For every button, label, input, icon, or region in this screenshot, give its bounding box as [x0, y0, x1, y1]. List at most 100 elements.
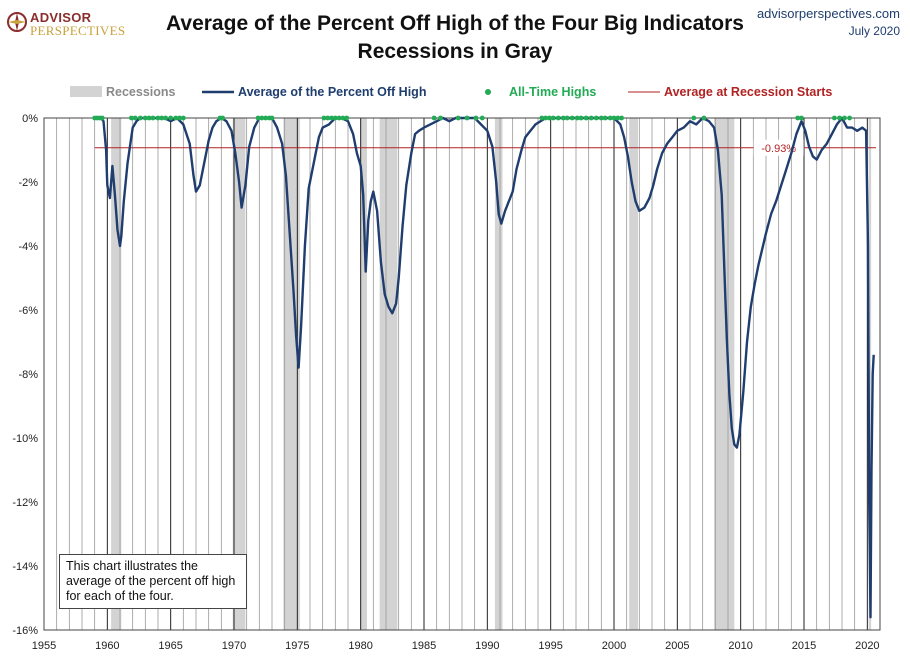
y-tick-label: -14% [12, 561, 38, 573]
brand-logo: ADVISOR PERSPECTIVES [4, 8, 144, 44]
all-time-high-point [431, 115, 437, 121]
all-time-high-point [137, 115, 143, 121]
all-time-high-point [163, 115, 169, 121]
legend-swatch-highs [485, 89, 491, 95]
x-tick-label: 1970 [222, 640, 246, 652]
website-link[interactable]: advisorperspectives.com [756, 6, 900, 21]
x-tick-label: 2000 [602, 640, 626, 652]
all-time-high-point [321, 115, 327, 121]
y-tick-label: -10% [12, 433, 38, 445]
x-tick-label: 1985 [412, 640, 436, 652]
recession-band [629, 118, 639, 630]
y-tick-label: -12% [12, 497, 38, 509]
all-time-high-point [168, 115, 174, 121]
all-time-high-point [325, 115, 331, 121]
legend-label-highs: All-Time Highs [509, 85, 596, 99]
all-time-high-point [691, 115, 697, 121]
all-time-high-point [578, 115, 584, 121]
all-time-high-point [150, 115, 156, 121]
all-time-high-point [220, 115, 226, 121]
all-time-high-point [336, 115, 342, 121]
x-tick-label: 1960 [95, 640, 119, 652]
all-time-high-point [547, 115, 552, 121]
all-time-high-point [615, 115, 621, 121]
all-time-high-point [555, 115, 561, 121]
all-time-high-point [479, 115, 485, 121]
all-time-high-point [847, 115, 852, 121]
all-time-high-point [607, 115, 613, 121]
y-tick-label: -16% [12, 625, 38, 637]
all-time-high-point [701, 115, 707, 121]
all-time-high-point [340, 115, 346, 121]
all-time-high-point [146, 115, 152, 121]
all-time-high-point [173, 115, 179, 121]
all-time-high-point [332, 115, 338, 121]
all-time-high-point [464, 115, 470, 121]
recession-band [494, 118, 503, 630]
series-line-average-off-high [94, 116, 875, 619]
brand-name: ADVISOR [30, 10, 92, 25]
all-time-high-point [598, 115, 604, 121]
all-time-high-point [177, 115, 182, 121]
legend-label-series: Average of the Percent Off High [238, 85, 426, 99]
x-tick-label: 2005 [665, 640, 689, 652]
x-tick-label: 1975 [285, 640, 309, 652]
all-time-high-point [560, 115, 566, 121]
all-time-high-point [129, 115, 134, 121]
all-time-high-point [180, 115, 186, 121]
x-tick-label: 1995 [538, 640, 562, 652]
all-time-high-point [263, 115, 269, 121]
all-time-high-point [255, 115, 261, 121]
x-tick-label: 2020 [855, 640, 879, 652]
y-tick-label: 0% [22, 113, 38, 125]
all-time-high-point [539, 115, 545, 121]
y-tick-label: -6% [18, 305, 38, 317]
all-time-high-point [259, 115, 265, 121]
legend-swatch-recessions [70, 86, 102, 97]
recession-band [714, 118, 735, 630]
all-time-high-point [155, 115, 161, 121]
all-time-high-point [269, 115, 275, 121]
legend-label-recessions: Recessions [106, 85, 176, 99]
all-time-high-point [438, 115, 443, 121]
chart-date: July 2020 [848, 24, 900, 38]
all-time-high-point [344, 115, 350, 121]
chart-subtitle: Recessions in Gray [357, 40, 553, 63]
recession-band [232, 118, 246, 630]
x-tick-label: 2010 [728, 640, 752, 652]
all-time-high-point [799, 115, 804, 121]
compass-icon [7, 12, 27, 32]
recession-band [111, 118, 122, 630]
x-tick-label: 2015 [792, 640, 816, 652]
all-time-high-point [473, 115, 479, 121]
average-recession-start-label: -0.93% [761, 143, 796, 155]
y-tick-label: -2% [18, 177, 38, 189]
all-time-high-point [550, 115, 556, 121]
y-tick-label: -4% [18, 241, 38, 253]
y-tick-label: -8% [18, 369, 38, 381]
recession-band [283, 118, 300, 630]
all-time-high-point [543, 115, 548, 121]
recession-band [868, 118, 872, 630]
all-time-high-point [574, 115, 580, 121]
recession-band [360, 118, 367, 630]
x-tick-label: 1990 [475, 640, 499, 652]
all-time-high-point [569, 115, 575, 121]
all-time-high-point [583, 115, 589, 121]
all-time-high-point [795, 115, 801, 121]
all-time-high-point [455, 115, 461, 121]
all-time-high-point [564, 115, 570, 121]
all-time-high-point [611, 115, 617, 121]
legend-label-average: Average at Recession Starts [664, 85, 832, 99]
brand-subname: PERSPECTIVES [30, 23, 126, 38]
source-block: advisorperspectives.com July 2020 [757, 6, 900, 38]
all-time-high-point [99, 115, 105, 121]
all-time-high-point [602, 115, 608, 121]
recession-band [379, 118, 398, 630]
all-time-high-point [837, 115, 842, 121]
x-tick-label: 1955 [32, 640, 56, 652]
all-time-high-point [842, 115, 847, 121]
all-time-high-point [329, 115, 334, 121]
all-time-high-point [619, 115, 624, 121]
